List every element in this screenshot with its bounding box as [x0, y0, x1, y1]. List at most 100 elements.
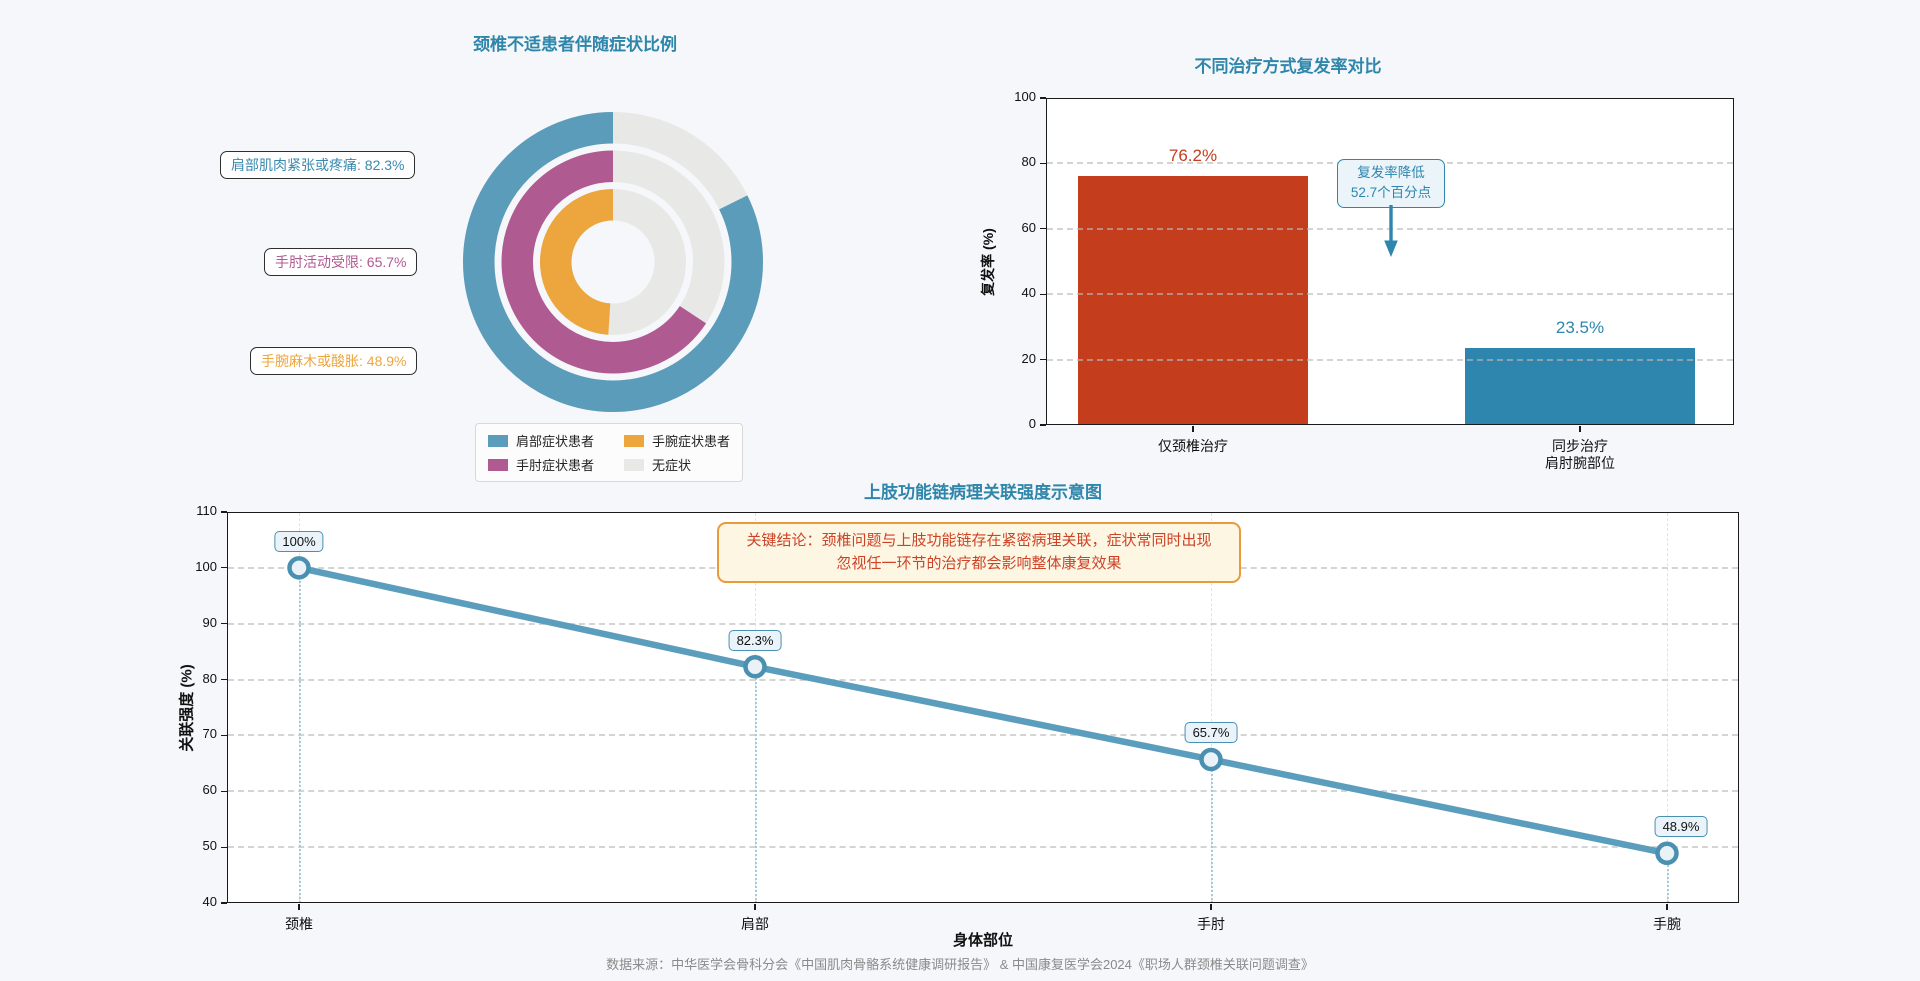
y-tick-mark: [221, 623, 227, 625]
y-tick-mark: [1040, 97, 1046, 99]
grid-line-h: [228, 678, 1738, 681]
line-chart-series: [287, 556, 1679, 866]
data-point-marker: [287, 556, 311, 580]
x-tick-mark: [1666, 904, 1668, 910]
point-label: 48.9%: [1654, 816, 1708, 838]
legend-swatch: [624, 434, 645, 447]
x-tick-mark: [754, 904, 756, 910]
x-tick-mark: [1579, 426, 1581, 432]
legend-item: 无症状: [624, 455, 730, 474]
grid-line-h: [1047, 358, 1733, 361]
line-chart-x-axis-label: 身体部位: [952, 932, 1013, 949]
y-tick-label: 0: [1028, 416, 1036, 431]
point-stem: [1211, 759, 1213, 903]
legend-swatch: [624, 458, 645, 471]
y-tick-label: 70: [202, 726, 217, 742]
x-tick-label: 肩肘腕部位: [1545, 455, 1615, 471]
point-label: 82.3%: [728, 629, 782, 651]
donut-ring-segment-0: [463, 112, 763, 412]
point-label: 65.7%: [1184, 722, 1238, 744]
donut-ring-segment-1: [501, 150, 725, 374]
donut-legend: 肩部症状患者 手肘症状患者 手腕症状患者 无症状: [475, 423, 744, 482]
bar-value-label: 76.2%: [1168, 145, 1218, 165]
grid-line-v: [1667, 513, 1668, 902]
donut-chart-title: 颈椎不适患者伴随症状比例: [473, 35, 677, 54]
y-tick-label: 110: [196, 503, 217, 518]
y-tick-label: 20: [1021, 350, 1036, 366]
data-source-footer: 数据来源：中华医学会骨科分会《中国肌肉骨骼系统健康调研报告》 & 中国康复医学会…: [606, 957, 1314, 972]
grid-line-v: [1211, 513, 1212, 902]
y-tick-label: 60: [1021, 219, 1036, 235]
key-conclusion-line2: 忽视任一环节的治疗都会影响整体康复效果: [836, 555, 1122, 573]
y-tick-label: 40: [202, 894, 217, 909]
key-conclusion-box: 关键结论：颈椎问题与上肢功能链存在紧密病理关联，症状常同时出现 忽视任一环节的治…: [717, 522, 1241, 583]
data-point-marker: [743, 654, 767, 679]
y-tick-mark: [221, 790, 227, 792]
y-tick-label: 90: [202, 614, 217, 630]
legend-item: 手腕症状患者: [624, 431, 730, 450]
y-tick-label: 40: [1021, 285, 1036, 301]
x-tick-label: 手肘: [1197, 916, 1225, 932]
bar: [1465, 348, 1695, 425]
arrow-down-icon: [1384, 205, 1398, 257]
point-stem: [1667, 853, 1669, 903]
bar-annotation-box: 复发率降低 52.7个百分点: [1337, 159, 1445, 208]
y-tick-mark: [221, 902, 227, 904]
data-point-marker: [1655, 841, 1679, 866]
x-tick-mark: [1192, 426, 1194, 432]
callout-elbow: 手肘活动受限: 65.7%: [264, 248, 418, 276]
y-tick-label: 80: [202, 670, 217, 686]
y-tick-mark: [1040, 162, 1046, 164]
x-tick-label: 颈椎: [285, 916, 313, 932]
y-tick-mark: [1040, 228, 1046, 230]
point-stem: [755, 666, 757, 903]
x-tick-label: 手腕: [1653, 916, 1681, 932]
grid-line-h: [228, 734, 1738, 737]
legend-swatch: [488, 434, 508, 447]
y-tick-label: 80: [1021, 154, 1036, 170]
grid-line-h: [228, 622, 1738, 625]
data-point-marker: [1199, 747, 1223, 772]
legend-item: 肩部症状患者: [488, 431, 594, 450]
x-tick-mark: [298, 904, 300, 910]
y-tick-label: 100: [1014, 89, 1036, 104]
legend-item: 手肘症状患者: [488, 455, 594, 474]
point-stem: [299, 567, 301, 903]
bar-value-label: 23.5%: [1555, 318, 1605, 338]
bar: [1078, 175, 1308, 425]
grid-line-h: [228, 790, 1738, 793]
y-tick-mark: [1040, 293, 1046, 295]
bar-chart-title: 不同治疗方式复发率对比: [1194, 57, 1382, 76]
bar-annotation-line2: 52.7个百分点: [1350, 185, 1432, 201]
y-tick-mark: [221, 511, 227, 513]
x-tick-label: 同步治疗: [1552, 438, 1608, 454]
legend-swatch: [488, 458, 508, 471]
grid-line-h: [228, 846, 1738, 849]
y-tick-label: 60: [202, 782, 217, 798]
legend-label: 手肘症状患者: [516, 458, 595, 473]
line-chart-y-axis-label: 关联强度 (%): [178, 664, 196, 752]
key-conclusion-line1: 关键结论：颈椎问题与上肢功能链存在紧密病理关联，症状常同时出现: [746, 532, 1212, 549]
y-tick-mark: [1040, 359, 1046, 361]
x-tick-label: 肩部: [741, 916, 769, 932]
y-tick-mark: [221, 678, 227, 681]
line-chart-title: 上肢功能链病理关联强度示意图: [864, 483, 1102, 502]
legend-label: 肩部症状患者: [516, 434, 595, 449]
x-tick-mark: [1210, 904, 1212, 910]
donut-ring-segment-2: [540, 189, 686, 335]
point-label: 100%: [274, 530, 324, 552]
bar-annotation-line1: 复发率降低: [1357, 165, 1425, 180]
y-tick-mark: [221, 734, 227, 737]
y-tick-mark: [221, 846, 227, 848]
x-tick-label: 仅颈椎治疗: [1158, 438, 1228, 454]
y-tick-label: 50: [202, 838, 217, 854]
line-series-path: [295, 564, 1671, 857]
bar-chart-y-axis-label: 复发率 (%): [980, 228, 996, 296]
callout-wrist: 手腕麻木或酸胀: 48.9%: [250, 347, 418, 375]
y-tick-mark: [1040, 424, 1046, 426]
y-tick-label: 100: [195, 558, 217, 574]
grid-line-h: [1047, 293, 1733, 296]
y-tick-mark: [221, 567, 227, 569]
donut-chart: [463, 112, 763, 412]
